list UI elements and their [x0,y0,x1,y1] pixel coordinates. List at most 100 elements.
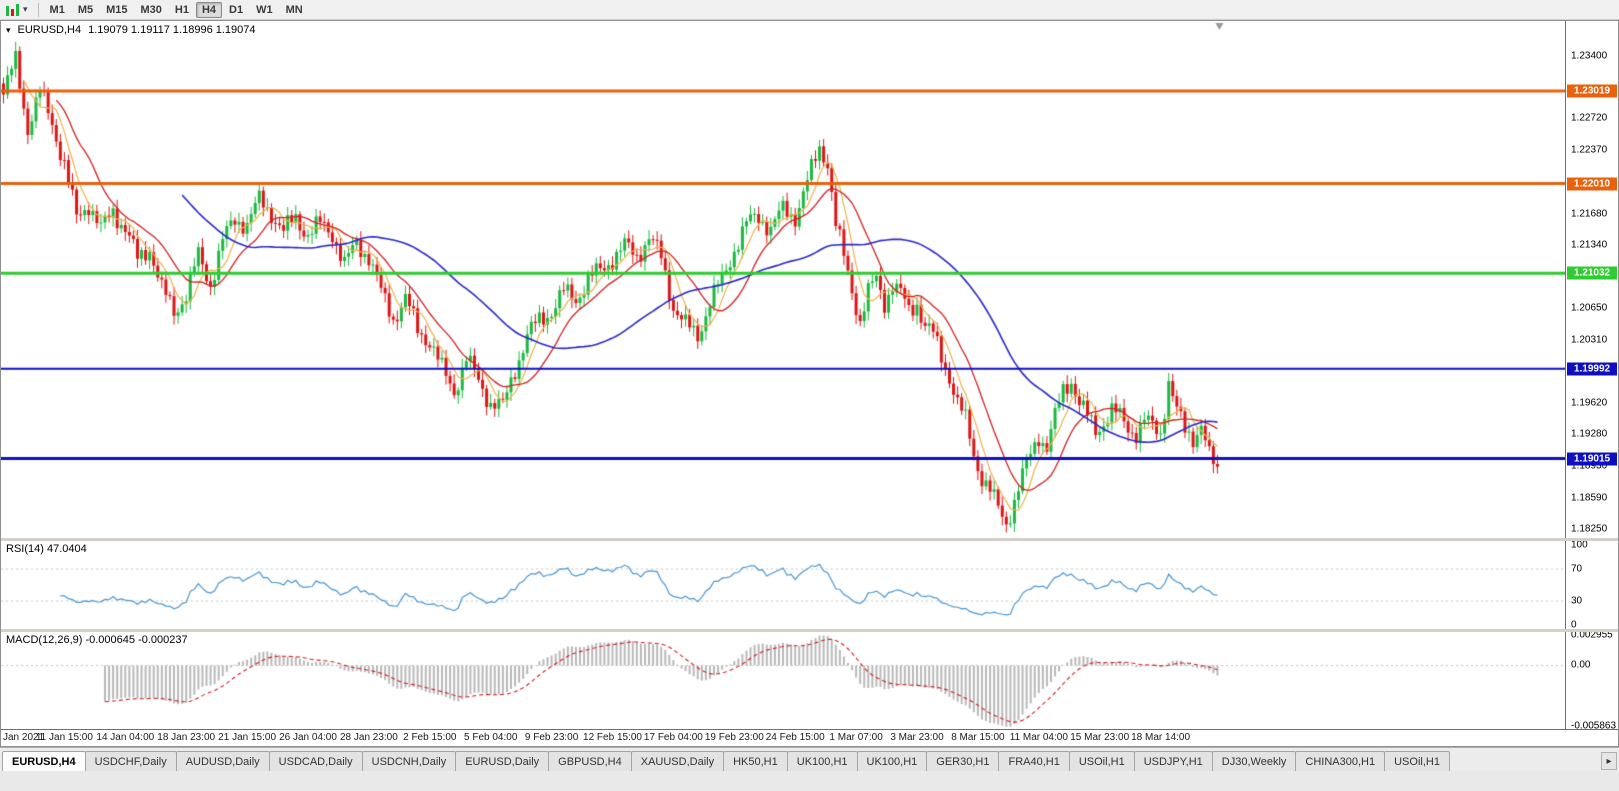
time-axis-label: 9 Feb 23:00 [524,732,579,743]
main-price-pane: 1.23400 1.22720 1.22370 1.21680 1.21340 1.206… [1,21,1618,538]
chart-tab[interactable]: USOil,H1 [1384,751,1450,771]
rsi-chart-canvas[interactable] [1,541,1565,629]
chart-tab[interactable]: EURUSD,Daily [455,751,550,771]
chart-type-button[interactable]: ▾ [3,2,33,17]
timeframe-m15-button[interactable]: M15 [106,3,128,16]
symbol-label: EURUSD,H4 [17,24,82,36]
rsi-label: RSI(14) 47.0404 [6,543,87,555]
time-axis-label: 12 Feb 15:00 [583,732,642,743]
chart-tab[interactable]: USDCAD,Daily [268,751,363,771]
axis-label: 0.00 [1571,659,1591,671]
chart-tab[interactable]: FRA40,H1 [998,751,1070,771]
chart-tabs: EURUSD,H4 USDCHF,Daily AUDUSD,Daily USDCAD,… [2,751,1450,771]
tab-scroll-right-icon[interactable]: ▸ [1601,752,1617,770]
timeframe-m1-button[interactable]: M1 [49,3,65,16]
chart-tab[interactable]: UK100,H1 [786,751,858,771]
time-axis-label: 2 Feb 15:00 [403,732,457,743]
axis-label: 1.21680 [1571,208,1608,220]
axis-label: 1.21340 [1571,239,1608,251]
chart-tab[interactable]: GBPUSD,H4 [548,751,632,771]
timeframe-w1-button[interactable]: W1 [256,3,273,16]
time-axis-label: 19 Feb 23:00 [704,732,764,743]
axis-label: 1.22370 [1571,144,1608,156]
time-axis-label: 11 Mar 04:00 [1009,732,1068,743]
timeframe-h4-button[interactable]: H4 [195,1,223,18]
axis-label: 1.19620 [1571,397,1608,409]
macd-axis[interactable]: 0.002955 0.00 -0.005863 [1565,632,1618,729]
axis-label: -0.005863 [1571,720,1617,730]
axis-label: 1.23400 [1571,50,1608,62]
axis-label: 1.20310 [1571,334,1608,346]
chart-tab[interactable]: HK50,H1 [723,751,788,771]
chart-tab[interactable]: UK100,H1 [856,751,928,771]
time-axis-label: 11 Jan 15:00 [35,732,93,743]
symbol-ohlc-label: ▾ EURUSD,H4 1.19079 1.19117 1.18996 1.19… [6,24,256,36]
time-axis-label: 17 Feb 04:00 [643,732,703,743]
chart-tab[interactable]: USDJPY,H1 [1133,751,1213,771]
macd-indicator-pane: 0.002955 0.00 -0.005863 MACD(12,26,9) -0.0… [1,629,1618,729]
price-line-badge: 1.19015 [1567,452,1617,466]
time-axis-label: 3 Mar 23:00 [890,732,944,743]
time-axis-label: 15 Mar 23:00 [1070,732,1130,743]
candlestick-chart-icon [6,3,19,16]
axis-label: 1.18930 [1571,460,1608,472]
axis-label: 100 [1571,541,1588,551]
chart-tab[interactable]: USDCNH,Daily [361,751,457,771]
price-axis[interactable]: 1.23400 1.22720 1.22370 1.21680 1.21340 1.206… [1565,21,1618,538]
time-axis-label: 18 Jan 23:00 [157,732,216,743]
chevron-down-icon[interactable]: ▾ [23,4,28,14]
time-axis-label: 1 Mar 07:00 [829,732,883,743]
chart-window: 1.23400 1.22720 1.22370 1.21680 1.21340 1.206… [0,20,1619,747]
time-axis-label: 28 Jan 23:00 [339,732,398,743]
time-axis-label: 14 Jan 04:00 [96,732,155,743]
tab-scroll-controls: ▸ [1601,751,1619,771]
timeframe-buttons: M1 M5 M15 M30 H1 H4 D1 W1 MN [44,1,309,18]
chart-tab[interactable]: EURUSD,H4 [2,751,86,771]
axis-label: 0.002955 [1571,632,1613,641]
rsi-axis[interactable]: 100 70 30 0 [1565,541,1618,629]
bottom-filler [0,771,1619,791]
axis-label: 1.19280 [1571,428,1608,440]
axis-label: 1.20650 [1571,302,1608,314]
axis-label: 30 [1571,595,1583,607]
axis-label: 70 [1571,563,1583,575]
price-line-badge: 1.19992 [1567,362,1617,376]
symbol-dropdown-icon[interactable]: ▾ [6,24,11,35]
chart-tab[interactable]: USDCHF,Daily [84,751,177,771]
chart-tab[interactable]: USOil,H1 [1068,751,1135,771]
chart-tab[interactable]: GER30,H1 [926,751,1000,771]
timeframe-toolbar: ▾ M1 M5 M15 M30 H1 H4 D1 W1 MN [0,0,1619,20]
timeframe-m30-button[interactable]: M30 [140,3,162,16]
macd-chart-canvas[interactable] [1,632,1565,729]
time-axis-label: 24 Feb 15:00 [765,732,825,743]
timeframe-d1-button[interactable]: D1 [229,3,244,16]
ohlc-values: 1.19079 1.19117 1.18996 1.19074 [88,24,256,36]
macd-label: MACD(12,26,9) -0.000645 -0.000237 [6,634,188,646]
chart-tab[interactable]: DJ30,Weekly [1211,751,1297,771]
rsi-indicator-pane: 100 70 30 0 RSI(14) 47.0404 [1,538,1618,629]
axis-label: 1.18250 [1571,523,1608,535]
time-axis-label: 8 Mar 15:00 [951,732,1005,743]
candlestick-chart-canvas[interactable] [1,21,1565,538]
chart-tab[interactable]: AUDUSD,Daily [175,751,270,771]
timeframe-mn-button[interactable]: MN [285,3,303,16]
toolbar-divider [37,2,39,17]
axis-label: 1.18590 [1571,492,1608,504]
price-line-badge: 1.22010 [1567,177,1617,191]
time-axis-label: Jan 2021 [3,732,45,743]
chart-tab[interactable]: XAUUSD,Daily [630,751,725,771]
price-line-badge: 1.23019 [1567,84,1617,98]
price-line-badge: 1.21032 [1567,266,1617,280]
time-axis[interactable]: Jan 2021 11 Jan 15:00 14 Jan 04:00 18 Jan 2… [1,729,1618,746]
axis-label: 0 [1571,619,1577,630]
axis-label: 1.22720 [1571,112,1608,124]
chart-tab-bar: EURUSD,H4 USDCHF,Daily AUDUSD,Daily USDCAD,… [0,747,1619,771]
time-axis-label: 5 Feb 04:00 [464,732,518,743]
timeframe-m5-button[interactable]: M5 [77,3,94,16]
time-axis-label: 18 Mar 14:00 [1131,732,1191,743]
time-axis-label: 21 Jan 15:00 [218,732,277,743]
timeframe-h1-button[interactable]: H1 [174,3,189,16]
chart-tab[interactable]: CHINA300,H1 [1295,751,1386,771]
time-axis-label: 26 Jan 04:00 [279,732,337,743]
